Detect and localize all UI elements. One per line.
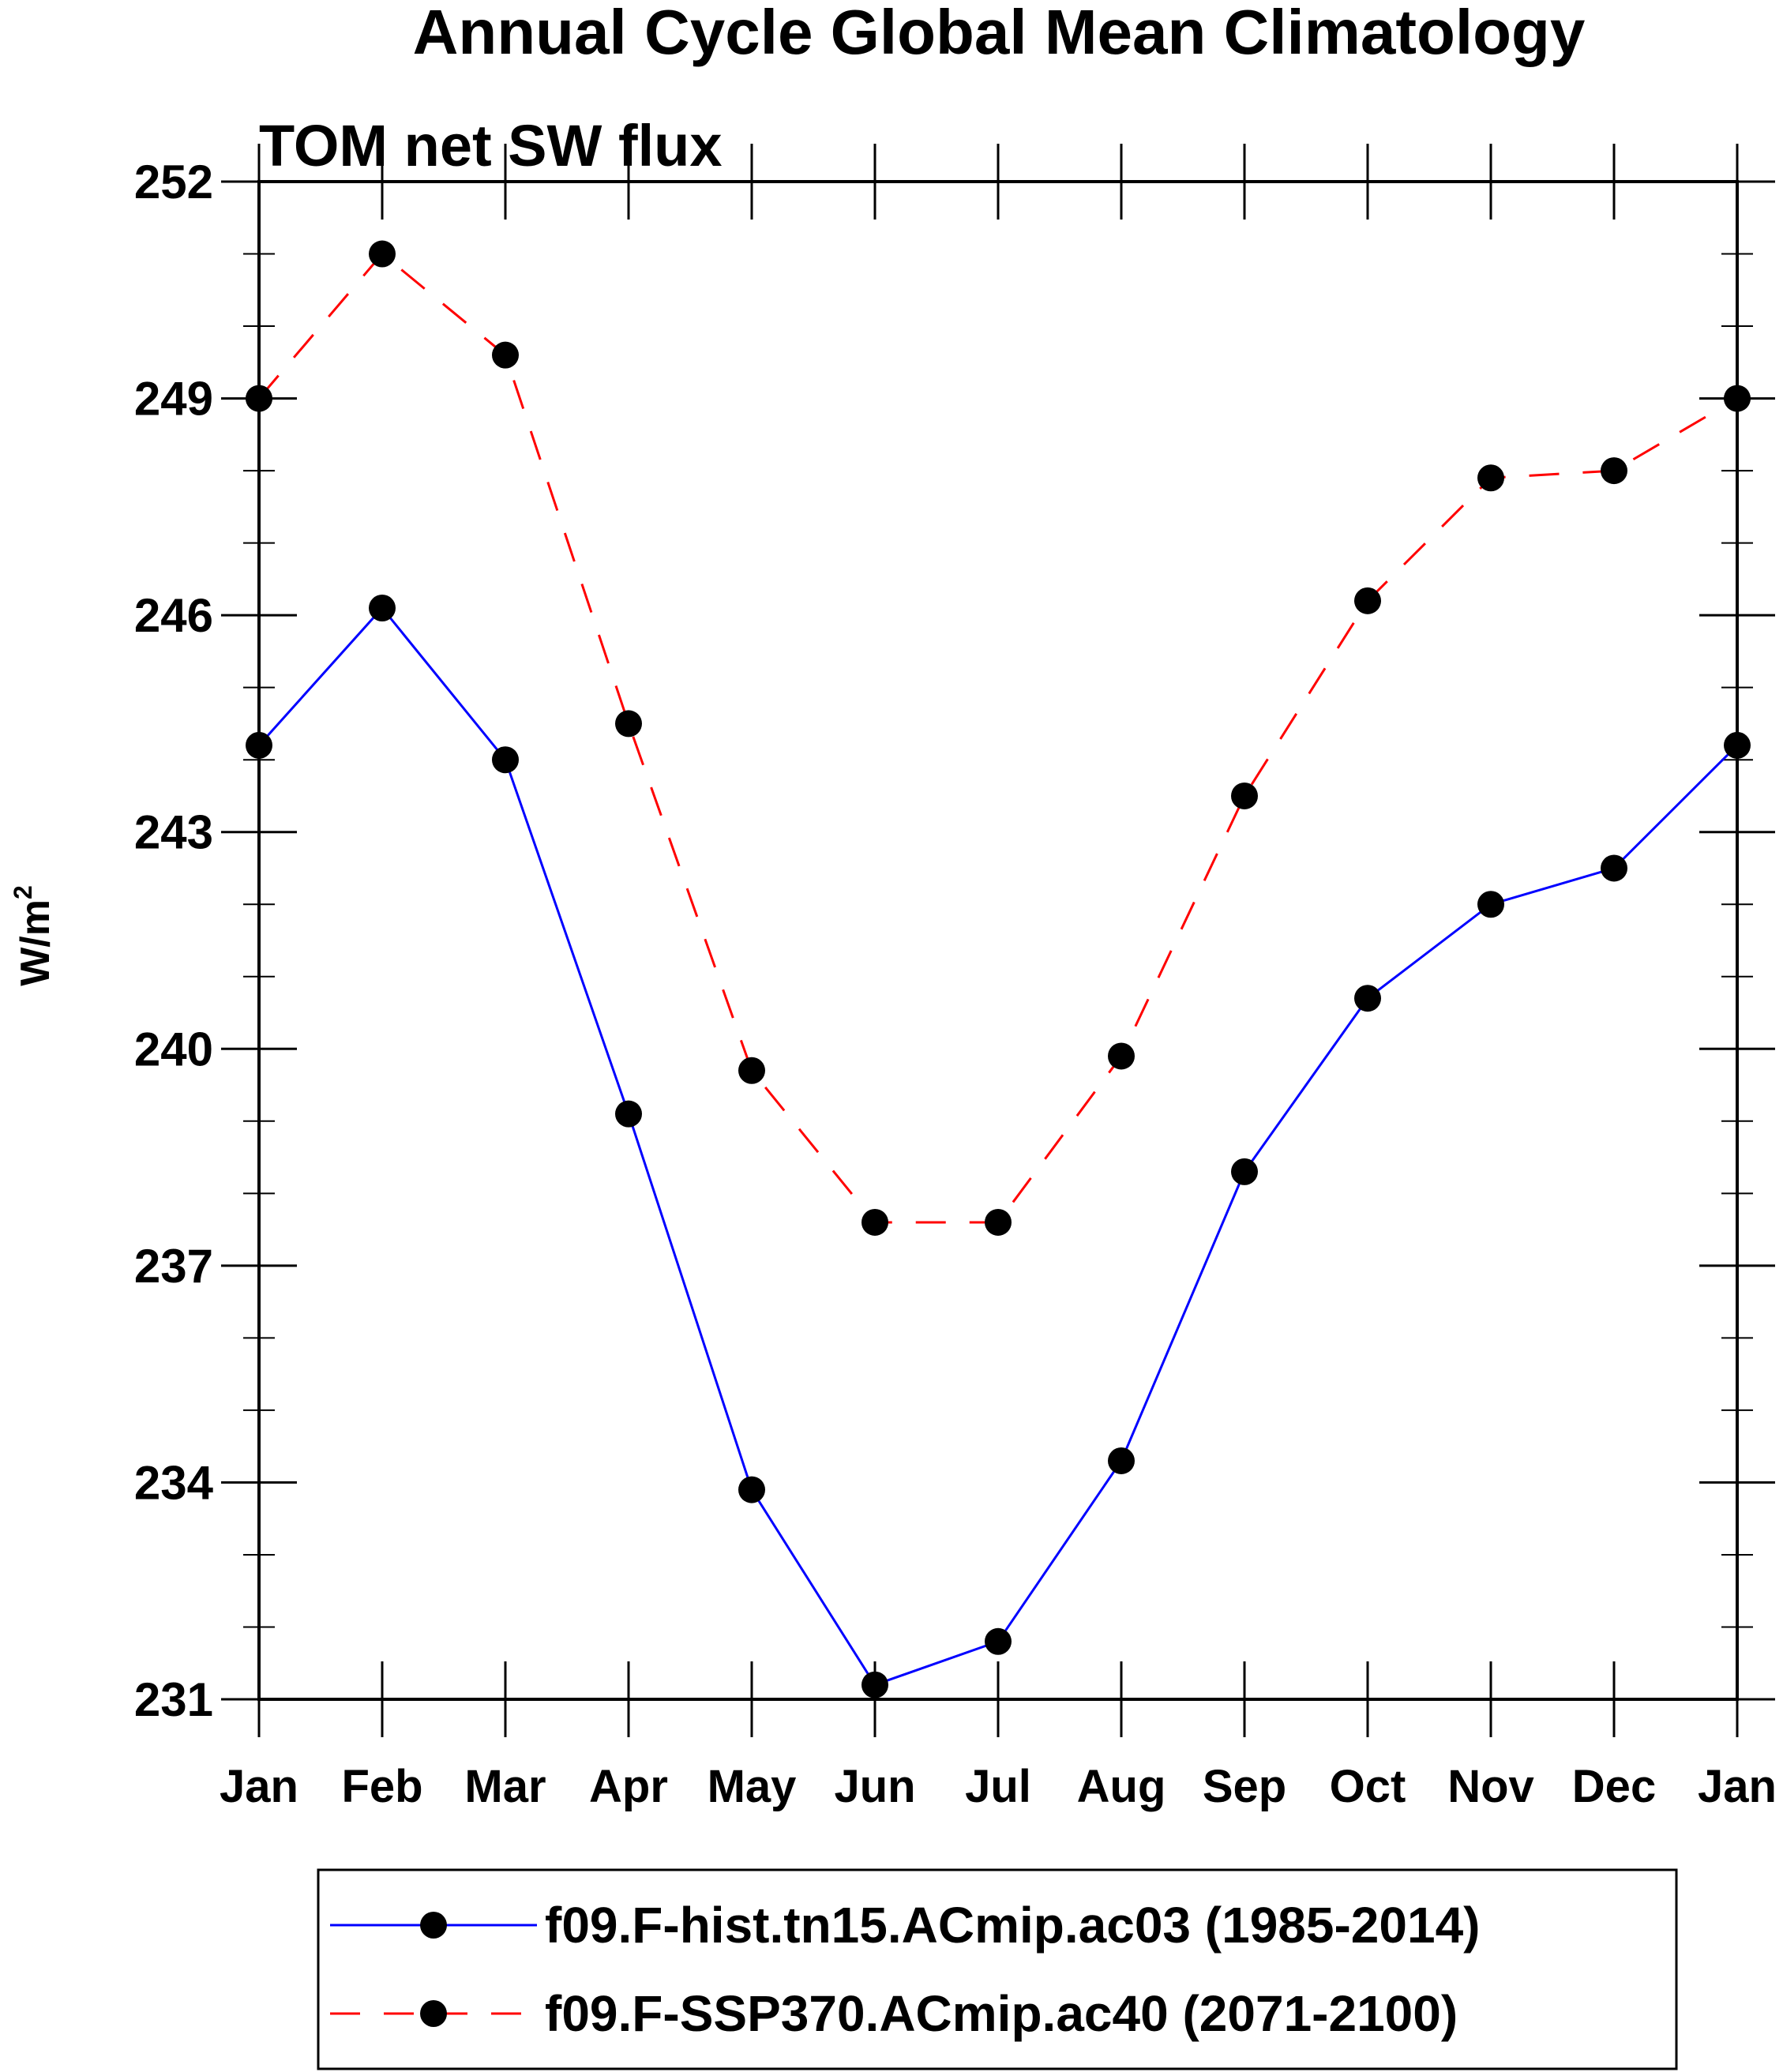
y-tick-label: 252	[134, 156, 213, 208]
y-tick-label: 234	[134, 1456, 214, 1509]
data-point-series-1	[492, 341, 519, 369]
y-tick-labels: 231 234 237 240 243 246 249 252	[134, 156, 214, 1726]
data-point-series-0	[492, 746, 519, 774]
data-point-series-0	[1724, 731, 1751, 759]
data-point-series-1	[985, 1208, 1012, 1236]
x-tick-label: Jan	[1698, 1761, 1777, 1812]
chart-subtitle: TOM net SW flux	[259, 113, 723, 178]
data-point-series-0	[1477, 891, 1504, 918]
series-layer	[246, 240, 1751, 1699]
data-point-series-1	[738, 1057, 765, 1084]
data-point-series-0	[1231, 1158, 1258, 1185]
legend-marker-hist	[420, 1912, 447, 1939]
data-point-series-1	[1231, 782, 1258, 809]
data-point-series-1	[1354, 587, 1381, 614]
x-tick-label: Jan	[220, 1761, 298, 1812]
x-tick-label: Oct	[1330, 1761, 1406, 1812]
data-point-series-1	[1108, 1042, 1135, 1070]
data-point-series-0	[369, 594, 396, 621]
y-tick-label: 246	[134, 589, 213, 642]
data-point-series-0	[1108, 1447, 1135, 1474]
data-point-series-0	[615, 1100, 642, 1128]
data-point-series-0	[1354, 985, 1381, 1012]
x-tick-labels: Jan Feb Mar Apr May Jun Jul Aug Sep Oct Nov Dec Jan	[220, 1761, 1777, 1812]
y-tick-label: 231	[134, 1673, 213, 1726]
legend: f09.F-hist.tn15.ACmip.ac03 (1985-2014) f…	[317, 1868, 1678, 2070]
x-tick-label: Feb	[341, 1761, 422, 1812]
data-point-series-1	[246, 385, 272, 412]
data-point-series-0	[985, 1627, 1012, 1655]
series-line-0	[257, 606, 1739, 1687]
x-tick-label: Nov	[1447, 1761, 1534, 1812]
legend-label-hist: f09.F-hist.tn15.ACmip.ac03 (1985-2014)	[545, 1897, 1480, 1954]
data-point-series-1	[615, 710, 642, 738]
x-tick-label: Sep	[1203, 1761, 1286, 1812]
y-tick-label: 243	[134, 806, 213, 859]
data-point-series-1	[1724, 385, 1751, 412]
data-point-series-1	[1601, 457, 1627, 485]
x-tick-label: Jun	[834, 1761, 915, 1812]
y-axis-label: W/m2	[9, 885, 58, 986]
data-point-series-0	[738, 1476, 765, 1503]
x-tick-label: Aug	[1077, 1761, 1166, 1812]
data-point-series-0	[1601, 854, 1627, 882]
x-tick-label: Apr	[589, 1761, 668, 1812]
data-point-series-1	[1477, 464, 1504, 492]
x-tick-label: May	[708, 1761, 797, 1812]
legend-marker-ssp	[420, 2000, 447, 2027]
chart-title: Annual Cycle Global Mean Climatology	[413, 0, 1586, 67]
y-tick-label: 237	[134, 1240, 213, 1293]
x-tick-label: Mar	[464, 1761, 546, 1812]
data-point-series-0	[246, 731, 272, 759]
y-tick-label: 240	[134, 1023, 213, 1075]
series-line-1	[257, 252, 1738, 1224]
legend-box	[317, 1868, 1678, 2070]
major-ticks	[221, 144, 1775, 1737]
data-point-series-0	[861, 1671, 888, 1699]
x-tick-label: Jul	[965, 1761, 1031, 1812]
legend-label-ssp: f09.F-SSP370.ACmip.ac40 (2071-2100)	[545, 1985, 1458, 2042]
plot-frame	[257, 180, 1739, 1701]
data-point-series-1	[861, 1208, 888, 1236]
minor-ticks	[243, 253, 1753, 1628]
y-tick-label: 249	[134, 373, 213, 426]
data-point-series-1	[369, 240, 396, 268]
x-tick-label: Dec	[1572, 1761, 1656, 1812]
